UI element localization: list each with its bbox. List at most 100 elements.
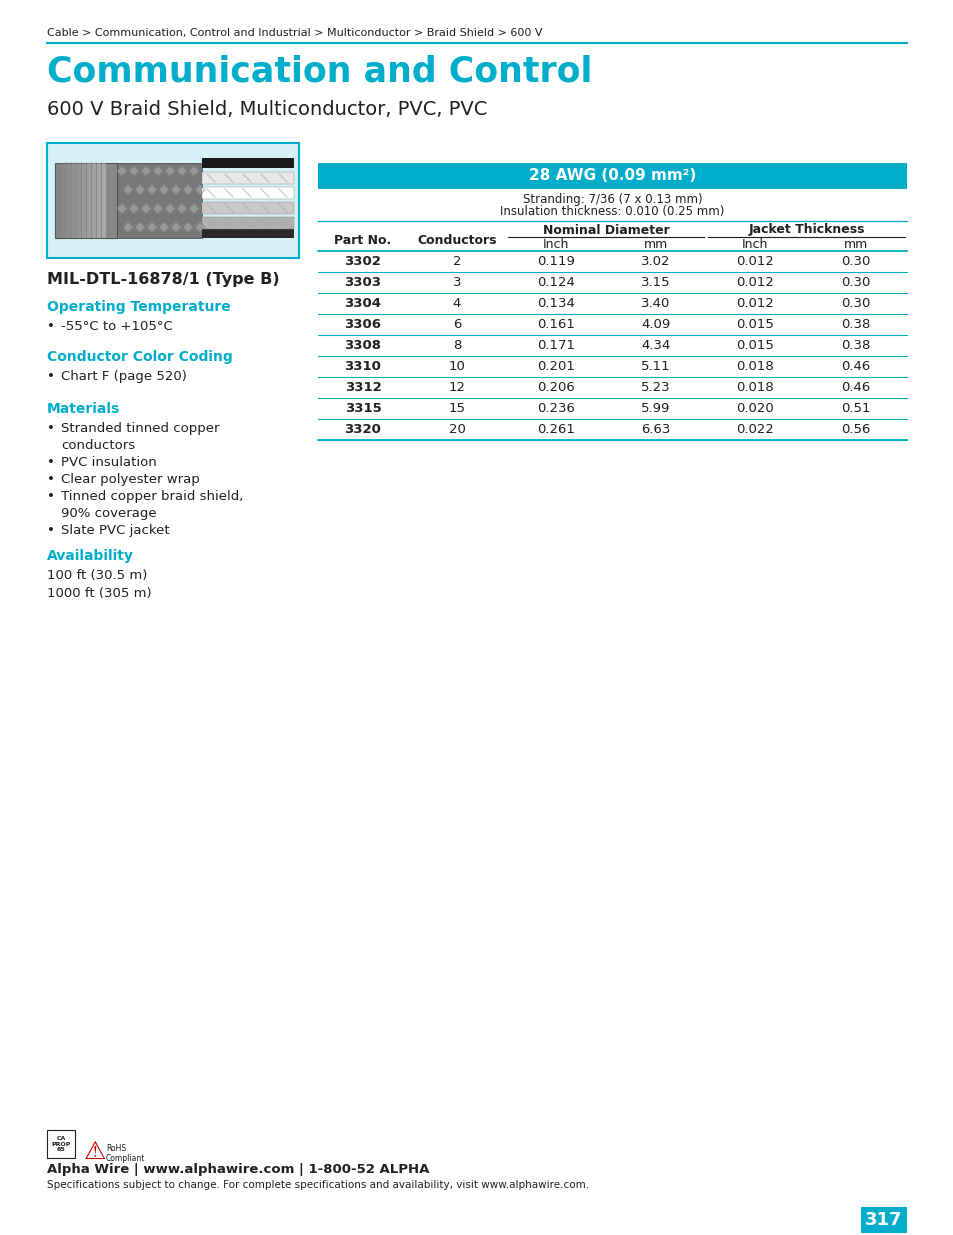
Bar	[117, 163, 202, 238]
Text: •: •	[47, 320, 55, 333]
Text: 8: 8	[453, 338, 460, 352]
Text: •: •	[47, 490, 55, 503]
Bar	[57, 163, 61, 238]
Text: 0.56: 0.56	[841, 424, 870, 436]
Text: 3303: 3303	[344, 275, 381, 289]
Text: 3304: 3304	[344, 296, 381, 310]
Bar	[317, 163, 906, 189]
Bar	[202, 186, 294, 199]
Text: •: •	[47, 422, 55, 435]
Text: 3320: 3320	[344, 424, 381, 436]
Text: Part No.: Part No.	[334, 233, 392, 247]
Text: •: •	[47, 524, 55, 537]
Polygon shape	[183, 185, 193, 195]
Text: 12: 12	[448, 382, 465, 394]
Text: 6: 6	[453, 317, 460, 331]
Polygon shape	[152, 204, 163, 214]
Polygon shape	[135, 185, 145, 195]
Text: 20: 20	[448, 424, 465, 436]
Bar	[77, 163, 81, 238]
Text: Stranded tinned copper: Stranded tinned copper	[61, 422, 219, 435]
Text: •: •	[47, 370, 55, 383]
Text: 5.11: 5.11	[640, 359, 670, 373]
Text: 10: 10	[448, 359, 465, 373]
Text: conductors: conductors	[61, 438, 135, 452]
Text: Materials: Materials	[47, 403, 120, 416]
Polygon shape	[147, 222, 157, 232]
Text: Jacket Thickness: Jacket Thickness	[747, 224, 863, 236]
Text: 0.119: 0.119	[537, 254, 575, 268]
Text: ⚠: ⚠	[84, 1140, 107, 1165]
Text: Conductors: Conductors	[416, 233, 497, 247]
Text: 0.201: 0.201	[537, 359, 575, 373]
Text: 6.63: 6.63	[640, 424, 670, 436]
Polygon shape	[189, 165, 199, 177]
Text: 0.018: 0.018	[736, 382, 773, 394]
Text: 3: 3	[453, 275, 460, 289]
Polygon shape	[189, 204, 199, 214]
Polygon shape	[135, 222, 145, 232]
Text: 90% coverage: 90% coverage	[61, 508, 156, 520]
Polygon shape	[129, 204, 139, 214]
Text: 0.30: 0.30	[841, 254, 870, 268]
Text: 3315: 3315	[344, 403, 381, 415]
Text: CA
PROP
65: CA PROP 65	[51, 1136, 71, 1152]
Text: 0.161: 0.161	[537, 317, 575, 331]
Text: mm: mm	[843, 238, 867, 252]
Text: 3.15: 3.15	[640, 275, 670, 289]
Text: 1000 ft (305 m): 1000 ft (305 m)	[47, 587, 152, 600]
Polygon shape	[141, 204, 151, 214]
Text: 0.46: 0.46	[841, 359, 870, 373]
Text: Alpha Wire | www.alphawire.com | 1-800-52 ALPHA: Alpha Wire | www.alphawire.com | 1-800-5…	[47, 1163, 429, 1176]
Bar	[202, 217, 294, 228]
Text: 3308: 3308	[344, 338, 381, 352]
Text: 600 V Braid Shield, Multiconductor, PVC, PVC: 600 V Braid Shield, Multiconductor, PVC,…	[47, 100, 487, 119]
Text: 0.51: 0.51	[841, 403, 870, 415]
Bar	[47, 143, 298, 258]
Text: Nominal Diameter: Nominal Diameter	[542, 224, 669, 236]
Text: 0.012: 0.012	[736, 275, 773, 289]
Text: •: •	[47, 456, 55, 469]
Bar	[202, 228, 294, 238]
Text: 15: 15	[448, 403, 465, 415]
Polygon shape	[123, 222, 132, 232]
Text: 0.171: 0.171	[537, 338, 575, 352]
Bar	[62, 163, 66, 238]
Text: MIL-DTL-16878/1 (Type B): MIL-DTL-16878/1 (Type B)	[47, 272, 279, 287]
Text: 0.020: 0.020	[736, 403, 773, 415]
Polygon shape	[129, 165, 139, 177]
Text: 4: 4	[453, 296, 460, 310]
Text: 0.38: 0.38	[841, 338, 870, 352]
Text: 5.23: 5.23	[640, 382, 670, 394]
Bar	[67, 163, 71, 238]
Text: 0.206: 0.206	[537, 382, 575, 394]
Polygon shape	[194, 222, 205, 232]
Bar	[71, 163, 76, 238]
Bar	[47, 1130, 75, 1158]
Text: Inch: Inch	[542, 238, 569, 252]
Text: 0.018: 0.018	[736, 359, 773, 373]
Text: mm: mm	[643, 238, 667, 252]
Text: •: •	[47, 473, 55, 487]
Text: 5.99: 5.99	[640, 403, 670, 415]
Text: 3.40: 3.40	[640, 296, 670, 310]
Polygon shape	[177, 204, 187, 214]
Polygon shape	[117, 204, 127, 214]
Text: 0.015: 0.015	[736, 338, 773, 352]
Bar	[202, 172, 294, 184]
Bar	[87, 163, 91, 238]
Polygon shape	[141, 165, 151, 177]
Text: 0.38: 0.38	[841, 317, 870, 331]
Text: Availability: Availability	[47, 550, 133, 563]
Text: Insulation thickness: 0.010 (0.25 mm): Insulation thickness: 0.010 (0.25 mm)	[499, 205, 724, 217]
Text: Operating Temperature: Operating Temperature	[47, 300, 231, 314]
Text: 0.124: 0.124	[537, 275, 575, 289]
Text: -55°C to +105°C: -55°C to +105°C	[61, 320, 172, 333]
Text: 3312: 3312	[344, 382, 381, 394]
Text: Stranding: 7/36 (7 x 0.13 mm): Stranding: 7/36 (7 x 0.13 mm)	[522, 193, 701, 205]
Text: Conductor Color Coding: Conductor Color Coding	[47, 350, 233, 364]
Bar	[97, 163, 101, 238]
Text: PVC insulation: PVC insulation	[61, 456, 156, 469]
Polygon shape	[171, 185, 181, 195]
Bar	[202, 203, 294, 214]
